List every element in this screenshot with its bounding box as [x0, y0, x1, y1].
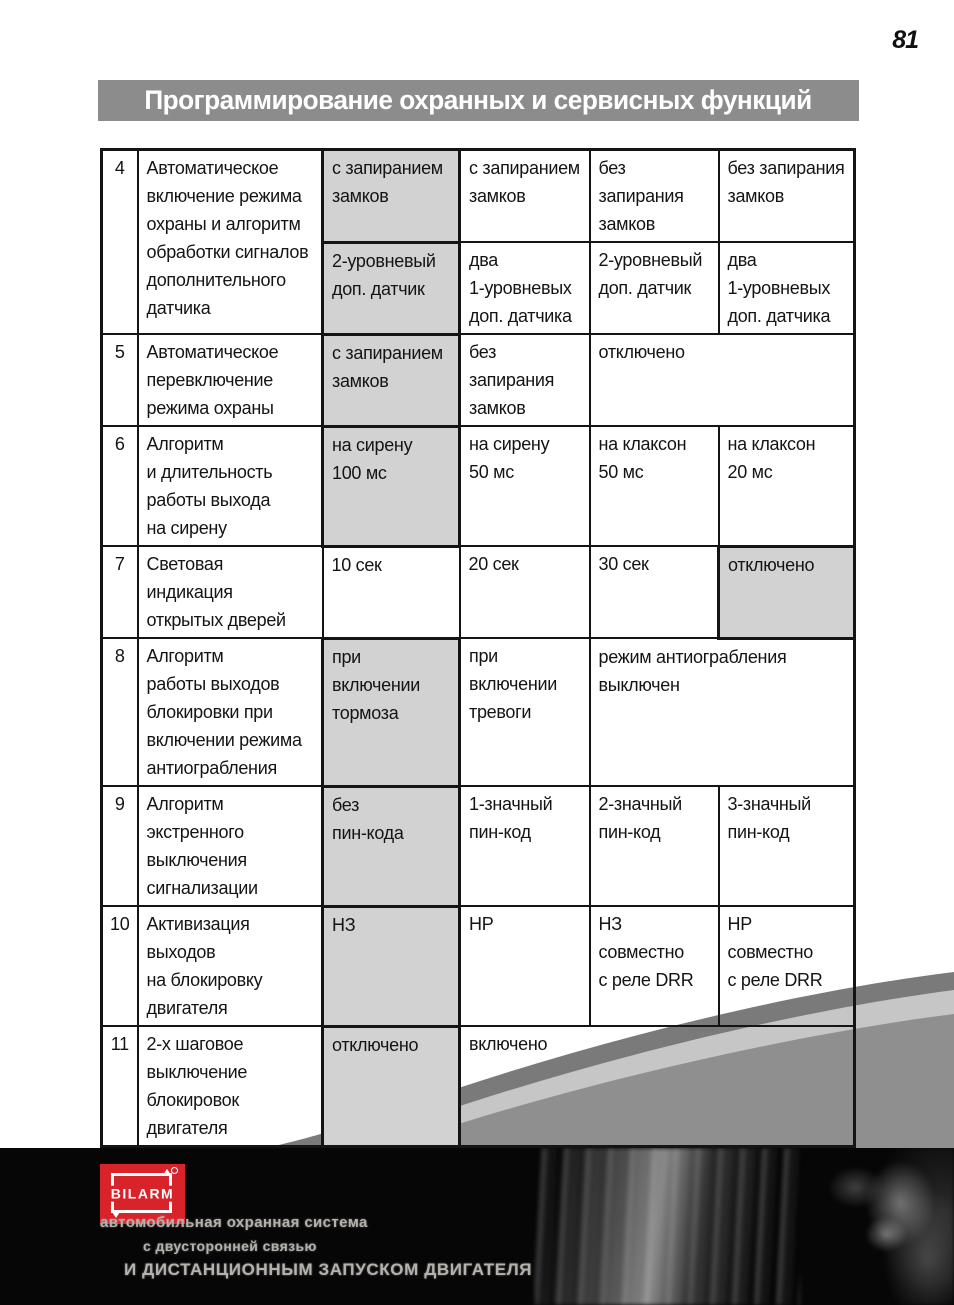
option-cell: при включении тревоги [458, 637, 591, 787]
option-cell: без запирания замков [458, 333, 591, 427]
section-title: Программирование охранных и сервисных фу… [144, 85, 813, 115]
option-cell: 30 сек [588, 545, 720, 639]
option-cell: на сирену 50 мс [458, 425, 591, 547]
function-name: 2-х шаговое выключение блокировок двигат… [136, 1025, 324, 1148]
option-cell: 20 сек [458, 545, 591, 639]
function-name: Световая индикация открытых дверей [136, 545, 324, 639]
function-number: 10 [100, 905, 139, 1027]
option-cell: режим антиограбления выключен [588, 637, 856, 787]
option-cell-default: отключено [717, 544, 856, 640]
option-cell: включено [458, 1025, 856, 1148]
table-row: 10 Активизация выходов на блокировку дви… [100, 904, 856, 1028]
function-number: 7 [100, 545, 139, 639]
function-name: Автоматическое перевключение режима охра… [136, 333, 324, 427]
option-cell-default: 2-уровневый доп. датчик [321, 240, 461, 336]
table-row: 7 Световая индикация открытых дверей 10 … [100, 544, 856, 640]
option-cell: без запирания замков [717, 148, 856, 243]
function-number: 6 [100, 425, 139, 547]
tagline-line-3: И ДИСТАНЦИОННЫМ ЗАПУСКОМ ДВИГАТЕЛЯ [124, 1260, 533, 1279]
table-row: 4 Автоматическое включение режима охраны… [100, 148, 856, 335]
programming-functions-table: 4 Автоматическое включение режима охраны… [100, 148, 856, 1148]
function-number: 11 [100, 1025, 139, 1148]
function-name: Автоматическое включение режима охраны и… [136, 148, 324, 335]
table-row: 9 Алгоритм экстренного выключения сигнал… [100, 784, 856, 908]
function-name: Алгоритм и длительность работы выхода на… [136, 425, 324, 547]
option-cell-default: отключено [321, 1024, 461, 1148]
function-name: Алгоритм работы выходов блокировки при в… [136, 637, 324, 787]
section-title-banner: Программирование охранных и сервисных фу… [98, 80, 859, 121]
option-cell-default: без пин-кода [321, 784, 461, 908]
option-cell: без запирания замков [588, 148, 720, 243]
option-cell: НР совместно с реле DRR [717, 905, 856, 1027]
option-cell-default: при включении тормоза [321, 636, 461, 788]
tagline-line-1: автомобильная охранная система [100, 1214, 368, 1231]
table-row: 5 Автоматическое перевключение режима ох… [100, 332, 856, 428]
page-number: 81 [892, 26, 919, 54]
waterfall-image [535, 1148, 800, 1305]
option-cell: с запиранием замков [458, 148, 591, 243]
table-row: 11 2-х шаговое выключение блокировок дви… [100, 1024, 856, 1148]
function-name: Алгоритм экстренного выключения сигнализ… [136, 785, 324, 907]
option-cell-default: НЗ [321, 904, 461, 1028]
table-row: 8 Алгоритм работы выходов блокировки при… [100, 636, 856, 788]
option-cell: на клаксон 20 мс [717, 425, 856, 547]
option-cell: 2-уровневый доп. датчик [588, 241, 720, 335]
function-number: 9 [100, 785, 139, 907]
table-row: 2-уровневый доп. датчик два 1-уровневых … [102, 240, 856, 336]
logo-arrow-up-icon [163, 1169, 171, 1175]
bilarm-logo: BILARM [100, 1164, 185, 1224]
function-number: 4 [100, 148, 139, 335]
logo-wordmark: BILARM [103, 1185, 182, 1202]
logo-arrow-down-icon [112, 1212, 120, 1218]
function-name: Активизация выходов на блокировку двигат… [136, 905, 324, 1027]
option-cell: НР [458, 905, 591, 1027]
option-cell-default: с запиранием замков [321, 332, 461, 428]
option-cell-default: с запиранием замков [321, 148, 461, 244]
option-cell: два 1-уровневых доп. датчика [717, 241, 856, 335]
option-cell: отключено [588, 333, 856, 427]
option-cell: 10 сек [321, 545, 461, 639]
option-cell: 3-значный пин-код [717, 785, 856, 907]
option-cell: два 1-уровневых доп. датчика [458, 241, 591, 335]
option-cell-default: на сирену 100 мс [321, 424, 461, 548]
footer-banner: BILARM автомобильная охранная система с … [0, 1148, 954, 1305]
function-number: 8 [100, 637, 139, 787]
option-cell: на клаксон 50 мс [588, 425, 720, 547]
option-cell: НЗ совместно с реле DRR [588, 905, 720, 1027]
option-cell: 2-значный пин-код [588, 785, 720, 907]
lion-image [775, 1148, 954, 1305]
registered-mark-icon [171, 1167, 178, 1174]
tagline-line-2: с двусторонней связью [143, 1238, 317, 1254]
table-row: 6 Алгоритм и длительность работы выхода … [100, 424, 856, 548]
function-number: 5 [100, 333, 139, 427]
option-cell: 1-значный пин-код [458, 785, 591, 907]
